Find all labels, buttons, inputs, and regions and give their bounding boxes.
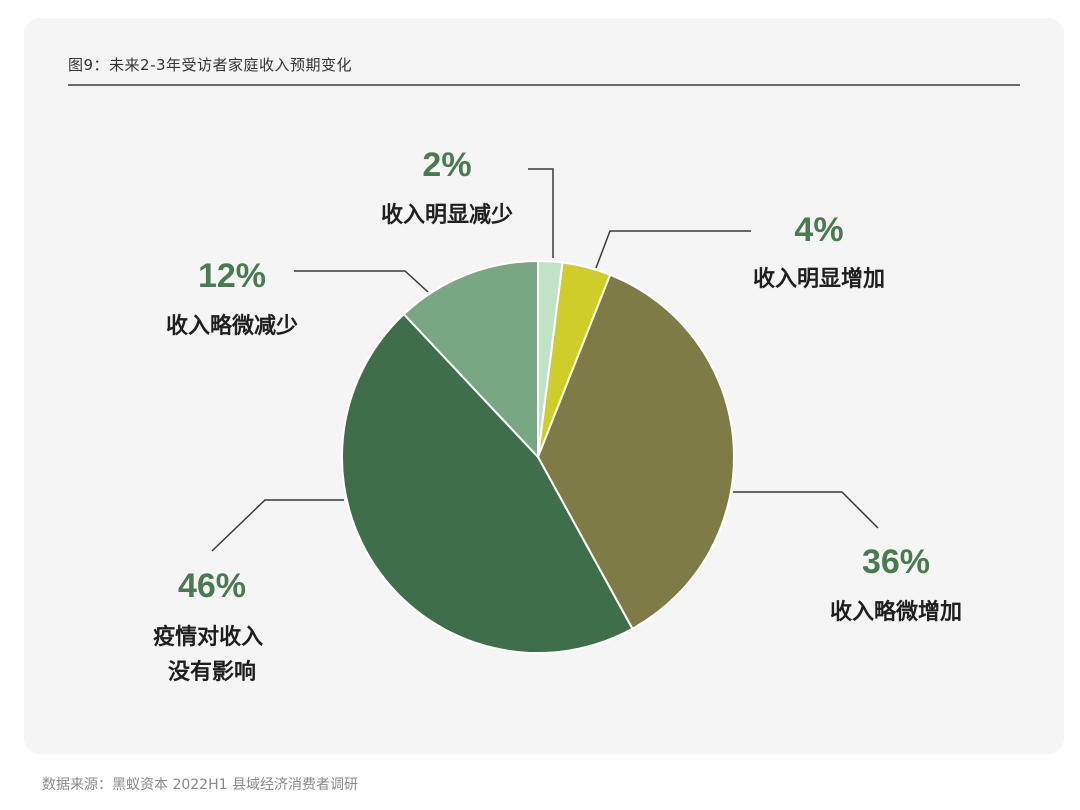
pct-label-no-impact: 46% <box>178 567 246 605</box>
label-slight-decrease: 收入略微减少 <box>166 313 298 339</box>
leader-obvious-increase <box>595 230 751 269</box>
slice-slight-decrease <box>402 259 539 460</box>
pct-label-obvious-increase: 4% <box>794 211 843 249</box>
title-divider <box>68 84 1020 86</box>
slice-slight-increase <box>536 273 735 631</box>
chart-title: 图9：未来2-3年受访者家庭收入预期变化 <box>68 56 353 74</box>
slice-no-impact <box>341 312 634 654</box>
pct-label-slight-increase: 36% <box>862 543 930 581</box>
pct-label-slight-decrease: 12% <box>198 257 266 295</box>
label-obvious-increase: 收入明显增加 <box>753 266 885 292</box>
pie-slices <box>341 259 735 654</box>
label-no-impact-line1: 疫情对收入 <box>153 624 263 650</box>
label-no-impact-line2: 没有影响 <box>168 659 256 685</box>
leader-no-impact <box>211 499 344 552</box>
leader-obvious-decrease <box>528 168 554 258</box>
leader-lines <box>211 168 879 552</box>
leader-slight-increase <box>733 491 879 529</box>
leader-slight-decrease <box>294 270 429 293</box>
data-source-note: 数据来源：黑蚁资本 2022H1 县域经济消费者调研 <box>42 777 358 793</box>
label-no-impact: 疫情对收入 没有影响 <box>153 624 271 685</box>
pct-label-obvious-decrease: 2% <box>422 146 471 184</box>
label-obvious-decrease: 收入明显减少 <box>381 202 513 228</box>
label-slight-increase: 收入略微增加 <box>830 599 962 625</box>
